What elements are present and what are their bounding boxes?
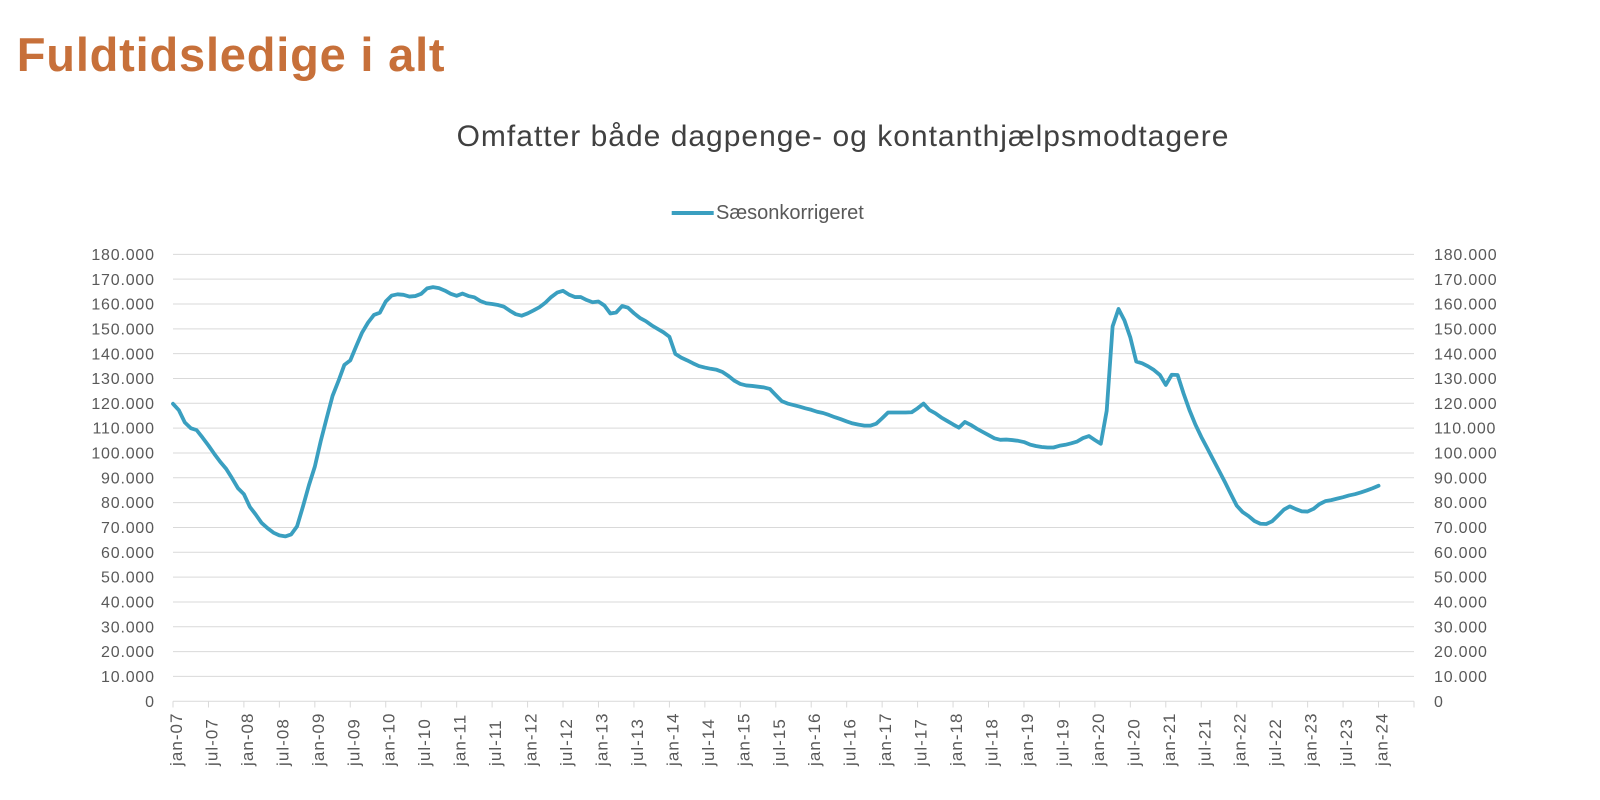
svg-text:60.000: 60.000 [1434, 545, 1488, 562]
svg-text:180.000: 180.000 [1434, 247, 1497, 264]
svg-text:jul-23: jul-23 [1337, 718, 1356, 767]
svg-text:jan-12: jan-12 [522, 712, 541, 767]
svg-text:jul-21: jul-21 [1195, 718, 1214, 767]
svg-text:jul-12: jul-12 [557, 718, 576, 767]
svg-text:jul-07: jul-07 [202, 718, 221, 767]
svg-text:70.000: 70.000 [1434, 520, 1488, 537]
svg-text:160.000: 160.000 [91, 297, 154, 314]
svg-text:40.000: 40.000 [101, 595, 155, 612]
svg-text:jan-24: jan-24 [1373, 712, 1392, 767]
svg-text:jul-13: jul-13 [628, 718, 647, 767]
svg-text:100.000: 100.000 [91, 446, 154, 463]
svg-text:jul-17: jul-17 [912, 718, 931, 767]
svg-text:jul-11: jul-11 [486, 719, 505, 767]
svg-text:50.000: 50.000 [101, 570, 155, 587]
svg-text:jan-09: jan-09 [309, 712, 328, 767]
svg-text:Sæsonkorrigeret: Sæsonkorrigeret [716, 202, 864, 224]
svg-text:jul-09: jul-09 [344, 718, 363, 767]
svg-text:jul-08: jul-08 [273, 718, 292, 767]
svg-text:jan-16: jan-16 [805, 712, 824, 767]
svg-text:170.000: 170.000 [91, 272, 154, 289]
svg-text:jul-14: jul-14 [699, 718, 718, 767]
svg-text:120.000: 120.000 [91, 396, 154, 413]
svg-text:0: 0 [145, 694, 155, 711]
svg-text:jan-21: jan-21 [1160, 712, 1179, 767]
svg-text:30.000: 30.000 [101, 619, 155, 636]
svg-text:20.000: 20.000 [1434, 644, 1488, 661]
svg-text:110.000: 110.000 [1434, 421, 1496, 438]
svg-text:40.000: 40.000 [1434, 595, 1488, 612]
svg-text:110.000: 110.000 [93, 421, 155, 438]
svg-text:jan-11: jan-11 [451, 714, 470, 767]
svg-text:130.000: 130.000 [91, 371, 154, 388]
svg-text:140.000: 140.000 [91, 346, 154, 363]
svg-text:jul-16: jul-16 [841, 718, 860, 767]
svg-text:70.000: 70.000 [101, 520, 155, 537]
svg-text:jan-19: jan-19 [1018, 712, 1037, 767]
svg-text:jul-18: jul-18 [983, 718, 1002, 767]
svg-text:150.000: 150.000 [91, 321, 154, 338]
svg-text:jan-22: jan-22 [1231, 712, 1250, 767]
svg-text:10.000: 10.000 [101, 669, 155, 686]
svg-text:140.000: 140.000 [1434, 346, 1497, 363]
svg-text:180.000: 180.000 [91, 247, 154, 264]
svg-text:jul-22: jul-22 [1266, 718, 1285, 767]
svg-text:jul-20: jul-20 [1124, 718, 1143, 767]
svg-text:jul-19: jul-19 [1053, 718, 1072, 767]
svg-text:30.000: 30.000 [1434, 619, 1488, 636]
svg-text:170.000: 170.000 [1434, 272, 1497, 289]
svg-text:0: 0 [1434, 694, 1444, 711]
svg-text:90.000: 90.000 [101, 470, 155, 487]
svg-text:100.000: 100.000 [1434, 446, 1497, 463]
svg-text:jan-08: jan-08 [238, 712, 257, 767]
svg-text:jul-15: jul-15 [770, 718, 789, 767]
svg-text:80.000: 80.000 [1434, 495, 1488, 512]
svg-text:130.000: 130.000 [1434, 371, 1497, 388]
svg-text:jan-15: jan-15 [734, 712, 753, 767]
svg-text:jan-13: jan-13 [592, 712, 611, 767]
svg-text:90.000: 90.000 [1434, 470, 1488, 487]
svg-text:jan-18: jan-18 [947, 712, 966, 767]
svg-text:jan-17: jan-17 [876, 712, 895, 767]
svg-text:160.000: 160.000 [1434, 297, 1497, 314]
svg-text:jan-14: jan-14 [663, 712, 682, 767]
svg-text:jan-23: jan-23 [1302, 712, 1321, 767]
svg-text:150.000: 150.000 [1434, 321, 1497, 338]
svg-text:20.000: 20.000 [101, 644, 155, 661]
svg-text:80.000: 80.000 [101, 495, 155, 512]
svg-text:60.000: 60.000 [101, 545, 155, 562]
svg-text:120.000: 120.000 [1434, 396, 1497, 413]
svg-text:50.000: 50.000 [1434, 570, 1488, 587]
svg-text:jul-10: jul-10 [415, 718, 434, 767]
svg-text:jan-07: jan-07 [167, 712, 186, 767]
svg-text:Fuldtidsledige i alt: Fuldtidsledige i alt [17, 28, 446, 81]
svg-text:10.000: 10.000 [1434, 669, 1488, 686]
svg-text:Omfatter både dagpenge- og kon: Omfatter både dagpenge- og kontanthjælps… [457, 120, 1230, 153]
svg-text:jan-10: jan-10 [380, 712, 399, 767]
svg-text:jan-20: jan-20 [1089, 712, 1108, 767]
